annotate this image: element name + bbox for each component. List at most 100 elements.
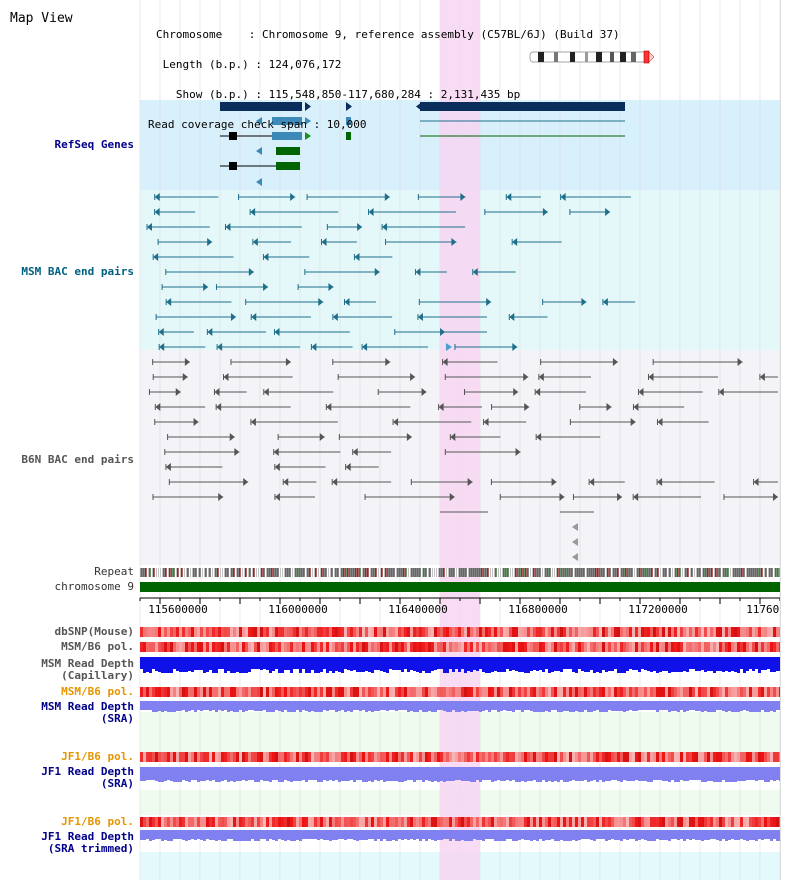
snp-mark	[662, 687, 665, 697]
snp-mark	[692, 642, 695, 652]
depth-mark	[305, 830, 308, 839]
depth-mark	[476, 830, 479, 840]
depth-mark	[578, 830, 581, 840]
depth-mark	[443, 830, 446, 839]
depth-mark	[350, 830, 353, 839]
depth-mark	[644, 657, 647, 670]
depth-mark	[668, 767, 671, 782]
snp-mark	[152, 627, 155, 637]
snp-mark	[323, 687, 326, 697]
depth-mark	[545, 701, 548, 711]
snp-mark	[590, 817, 593, 827]
depth-mark	[212, 767, 215, 780]
track-label-refseq[interactable]: RefSeq Genes	[54, 138, 134, 151]
depth-mark	[557, 830, 560, 841]
repeat-mark	[455, 568, 457, 577]
snp-mark	[503, 752, 506, 762]
snp-mark	[236, 642, 239, 652]
right-scrollbar[interactable]	[780, 0, 800, 880]
track-label-dbsnp[interactable]: dbSNP(Mouse)	[54, 625, 134, 638]
bac-end-arrow	[285, 358, 291, 366]
snp-mark	[278, 817, 281, 827]
depth-mark	[719, 767, 722, 782]
depth-mark	[191, 701, 194, 710]
snp-mark	[494, 642, 497, 652]
repeat-mark	[563, 568, 565, 577]
repeat-mark	[609, 568, 611, 577]
depth-mark	[572, 767, 575, 780]
depth-mark	[254, 657, 257, 669]
depth-mark	[161, 830, 164, 841]
snp-mark	[515, 642, 518, 652]
snp-mark	[221, 817, 224, 827]
snp-mark	[776, 642, 779, 652]
repeat-mark	[619, 568, 621, 577]
track-label-jf1-b6-pol-2[interactable]: JF1/B6 pol.	[61, 815, 134, 828]
snp-mark	[590, 687, 593, 697]
depth-mark	[518, 830, 521, 840]
depth-mark	[266, 657, 269, 670]
bac-end-arrow	[273, 448, 279, 456]
track-label-jf1-b6-pol[interactable]: JF1/B6 pol.	[61, 750, 134, 763]
track-label-msm-depth-sra[interactable]: MSM Read Depth	[41, 700, 134, 713]
repeat-mark	[473, 568, 475, 577]
depth-mark	[392, 767, 395, 781]
snp-mark	[221, 752, 224, 762]
snp-mark	[767, 687, 770, 697]
snp-mark	[461, 752, 464, 762]
snp-mark	[164, 752, 167, 762]
depth-mark	[446, 657, 449, 673]
depth-mark	[497, 830, 500, 841]
depth-mark	[623, 701, 626, 712]
depth-mark	[386, 767, 389, 781]
track-label-msm-depth-cap[interactable]: MSM Read Depth	[41, 657, 134, 670]
snp-mark	[539, 642, 542, 652]
snp-mark	[245, 752, 248, 762]
depth-mark	[473, 657, 476, 670]
repeat-mark	[423, 568, 425, 577]
repeat-mark	[411, 568, 413, 577]
track-label-jf1-depth-trim[interactable]: JF1 Read Depth	[41, 830, 134, 843]
snp-mark	[668, 627, 671, 637]
snp-mark	[743, 642, 746, 652]
snp-mark	[224, 627, 227, 637]
repeat-mark	[755, 568, 757, 577]
snp-mark	[362, 752, 365, 762]
snp-mark	[377, 687, 380, 697]
repeat-mark	[317, 568, 319, 577]
snp-mark	[440, 752, 443, 762]
snp-mark	[491, 642, 494, 652]
snp-mark	[776, 627, 779, 637]
bac-end-arrow	[630, 418, 636, 426]
snp-mark	[689, 752, 692, 762]
depth-mark	[374, 701, 377, 711]
bac-end-arrow	[483, 418, 489, 426]
snp-mark	[683, 752, 686, 762]
snp-mark	[698, 817, 701, 827]
repeat-mark	[553, 568, 555, 577]
snp-mark	[530, 687, 533, 697]
depth-mark	[194, 767, 197, 780]
track-label-jf1-depth-sra[interactable]: JF1 Read Depth	[41, 765, 134, 778]
snp-mark	[194, 817, 197, 827]
bac-end-arrow	[602, 298, 608, 306]
repeat-mark	[557, 568, 559, 577]
track-label-msm-bac[interactable]: MSM BAC end pairs	[21, 265, 134, 278]
track-label-msm-b6-pol[interactable]: MSM/B6 pol.	[61, 640, 134, 653]
depth-mark	[377, 657, 380, 670]
snp-mark	[449, 627, 452, 637]
track-label-msm-b6-pol-2[interactable]: MSM/B6 pol.	[61, 685, 134, 698]
snp-mark	[455, 642, 458, 652]
snp-mark	[527, 752, 530, 762]
repeat-mark	[695, 568, 697, 577]
snp-mark	[479, 627, 482, 637]
depth-mark	[410, 767, 413, 780]
snp-mark	[314, 752, 317, 762]
snp-mark	[506, 627, 509, 637]
snp-mark	[158, 817, 161, 827]
depth-mark	[362, 830, 365, 840]
track-label-b6n-bac[interactable]: B6N BAC end pairs	[21, 453, 134, 466]
depth-mark	[404, 657, 407, 669]
depth-mark	[179, 830, 182, 839]
